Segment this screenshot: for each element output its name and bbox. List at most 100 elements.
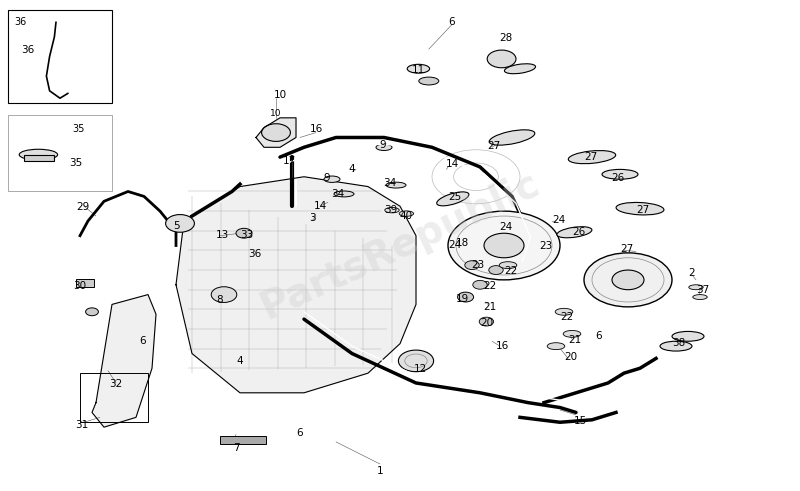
Text: 10: 10 xyxy=(270,109,282,118)
Ellipse shape xyxy=(505,64,535,74)
Text: 39: 39 xyxy=(384,205,397,215)
Bar xyxy=(76,279,94,287)
Text: 33: 33 xyxy=(240,230,253,240)
Text: 23: 23 xyxy=(471,260,484,270)
Circle shape xyxy=(236,228,252,238)
Bar xyxy=(8,115,112,191)
Circle shape xyxy=(473,280,487,289)
Text: 26: 26 xyxy=(572,227,585,237)
Ellipse shape xyxy=(672,331,704,341)
Text: 9: 9 xyxy=(323,173,330,183)
Text: 7: 7 xyxy=(233,443,239,453)
Ellipse shape xyxy=(693,295,707,300)
Text: 36: 36 xyxy=(14,17,26,27)
Text: 8: 8 xyxy=(217,295,223,304)
Ellipse shape xyxy=(489,130,535,145)
Text: 34: 34 xyxy=(383,178,396,188)
Text: 27: 27 xyxy=(620,245,633,254)
Text: 20: 20 xyxy=(564,353,577,362)
Circle shape xyxy=(211,287,237,302)
Ellipse shape xyxy=(19,149,58,160)
Text: 15: 15 xyxy=(574,416,586,426)
Ellipse shape xyxy=(399,211,414,217)
Text: 16: 16 xyxy=(496,341,509,351)
Text: 19: 19 xyxy=(456,294,469,303)
Text: 3: 3 xyxy=(309,214,315,223)
Text: 9: 9 xyxy=(379,140,386,150)
Ellipse shape xyxy=(385,208,399,213)
Circle shape xyxy=(612,270,644,290)
Bar xyxy=(80,373,148,422)
Text: 26: 26 xyxy=(611,173,624,183)
Ellipse shape xyxy=(437,192,469,206)
Circle shape xyxy=(458,292,474,302)
Circle shape xyxy=(166,215,194,232)
Circle shape xyxy=(487,50,516,68)
Circle shape xyxy=(479,317,494,326)
Text: 31: 31 xyxy=(75,420,88,430)
Circle shape xyxy=(465,261,479,270)
Circle shape xyxy=(262,124,290,141)
Text: 13: 13 xyxy=(216,230,229,240)
Bar xyxy=(24,155,54,161)
Circle shape xyxy=(398,350,434,372)
Text: 22: 22 xyxy=(504,266,517,276)
Polygon shape xyxy=(256,118,296,147)
Text: 6: 6 xyxy=(595,331,602,341)
Ellipse shape xyxy=(407,64,430,73)
Ellipse shape xyxy=(324,176,340,183)
Text: 29: 29 xyxy=(76,202,89,212)
Text: PartsRepublic: PartsRepublic xyxy=(254,164,546,327)
Circle shape xyxy=(489,266,503,274)
Polygon shape xyxy=(92,295,156,427)
Text: 14: 14 xyxy=(446,160,458,169)
Bar xyxy=(8,10,112,103)
Text: 10: 10 xyxy=(274,90,286,100)
Text: 11: 11 xyxy=(412,65,425,75)
Text: 20: 20 xyxy=(480,318,493,328)
Text: 25: 25 xyxy=(448,192,461,202)
Ellipse shape xyxy=(334,191,354,197)
Text: 6: 6 xyxy=(139,336,146,346)
Text: 35: 35 xyxy=(72,124,84,134)
Text: 1: 1 xyxy=(377,466,383,476)
Text: 17: 17 xyxy=(283,156,296,166)
Ellipse shape xyxy=(563,330,581,337)
Ellipse shape xyxy=(616,202,664,215)
Ellipse shape xyxy=(602,169,638,179)
Text: 34: 34 xyxy=(331,189,344,199)
Text: 2: 2 xyxy=(689,268,695,277)
Circle shape xyxy=(584,253,672,307)
Circle shape xyxy=(484,233,524,258)
Ellipse shape xyxy=(557,227,592,238)
Text: 40: 40 xyxy=(400,211,413,221)
Text: 24: 24 xyxy=(448,241,461,250)
Ellipse shape xyxy=(376,144,392,151)
Ellipse shape xyxy=(386,182,406,188)
Text: 16: 16 xyxy=(310,124,322,134)
Ellipse shape xyxy=(547,343,565,350)
Text: 27: 27 xyxy=(487,141,500,151)
Text: 22: 22 xyxy=(560,312,573,322)
Text: 6: 6 xyxy=(297,428,303,438)
Ellipse shape xyxy=(555,308,573,315)
Text: 4: 4 xyxy=(349,164,355,174)
Text: 12: 12 xyxy=(414,364,426,374)
Text: 37: 37 xyxy=(696,285,709,295)
Ellipse shape xyxy=(689,285,703,290)
Ellipse shape xyxy=(419,77,438,85)
Text: 28: 28 xyxy=(499,33,512,43)
Text: 36: 36 xyxy=(248,249,261,259)
Text: 21: 21 xyxy=(568,335,581,345)
Text: 21: 21 xyxy=(483,302,496,312)
Text: 5: 5 xyxy=(173,221,179,231)
Polygon shape xyxy=(176,177,416,393)
Text: 18: 18 xyxy=(456,238,469,248)
Circle shape xyxy=(448,211,560,280)
Text: 24: 24 xyxy=(499,222,512,232)
Text: 22: 22 xyxy=(483,281,496,291)
Bar xyxy=(220,436,266,444)
Text: 24: 24 xyxy=(552,215,565,225)
Text: 36: 36 xyxy=(22,45,34,55)
Text: 4: 4 xyxy=(237,356,243,366)
